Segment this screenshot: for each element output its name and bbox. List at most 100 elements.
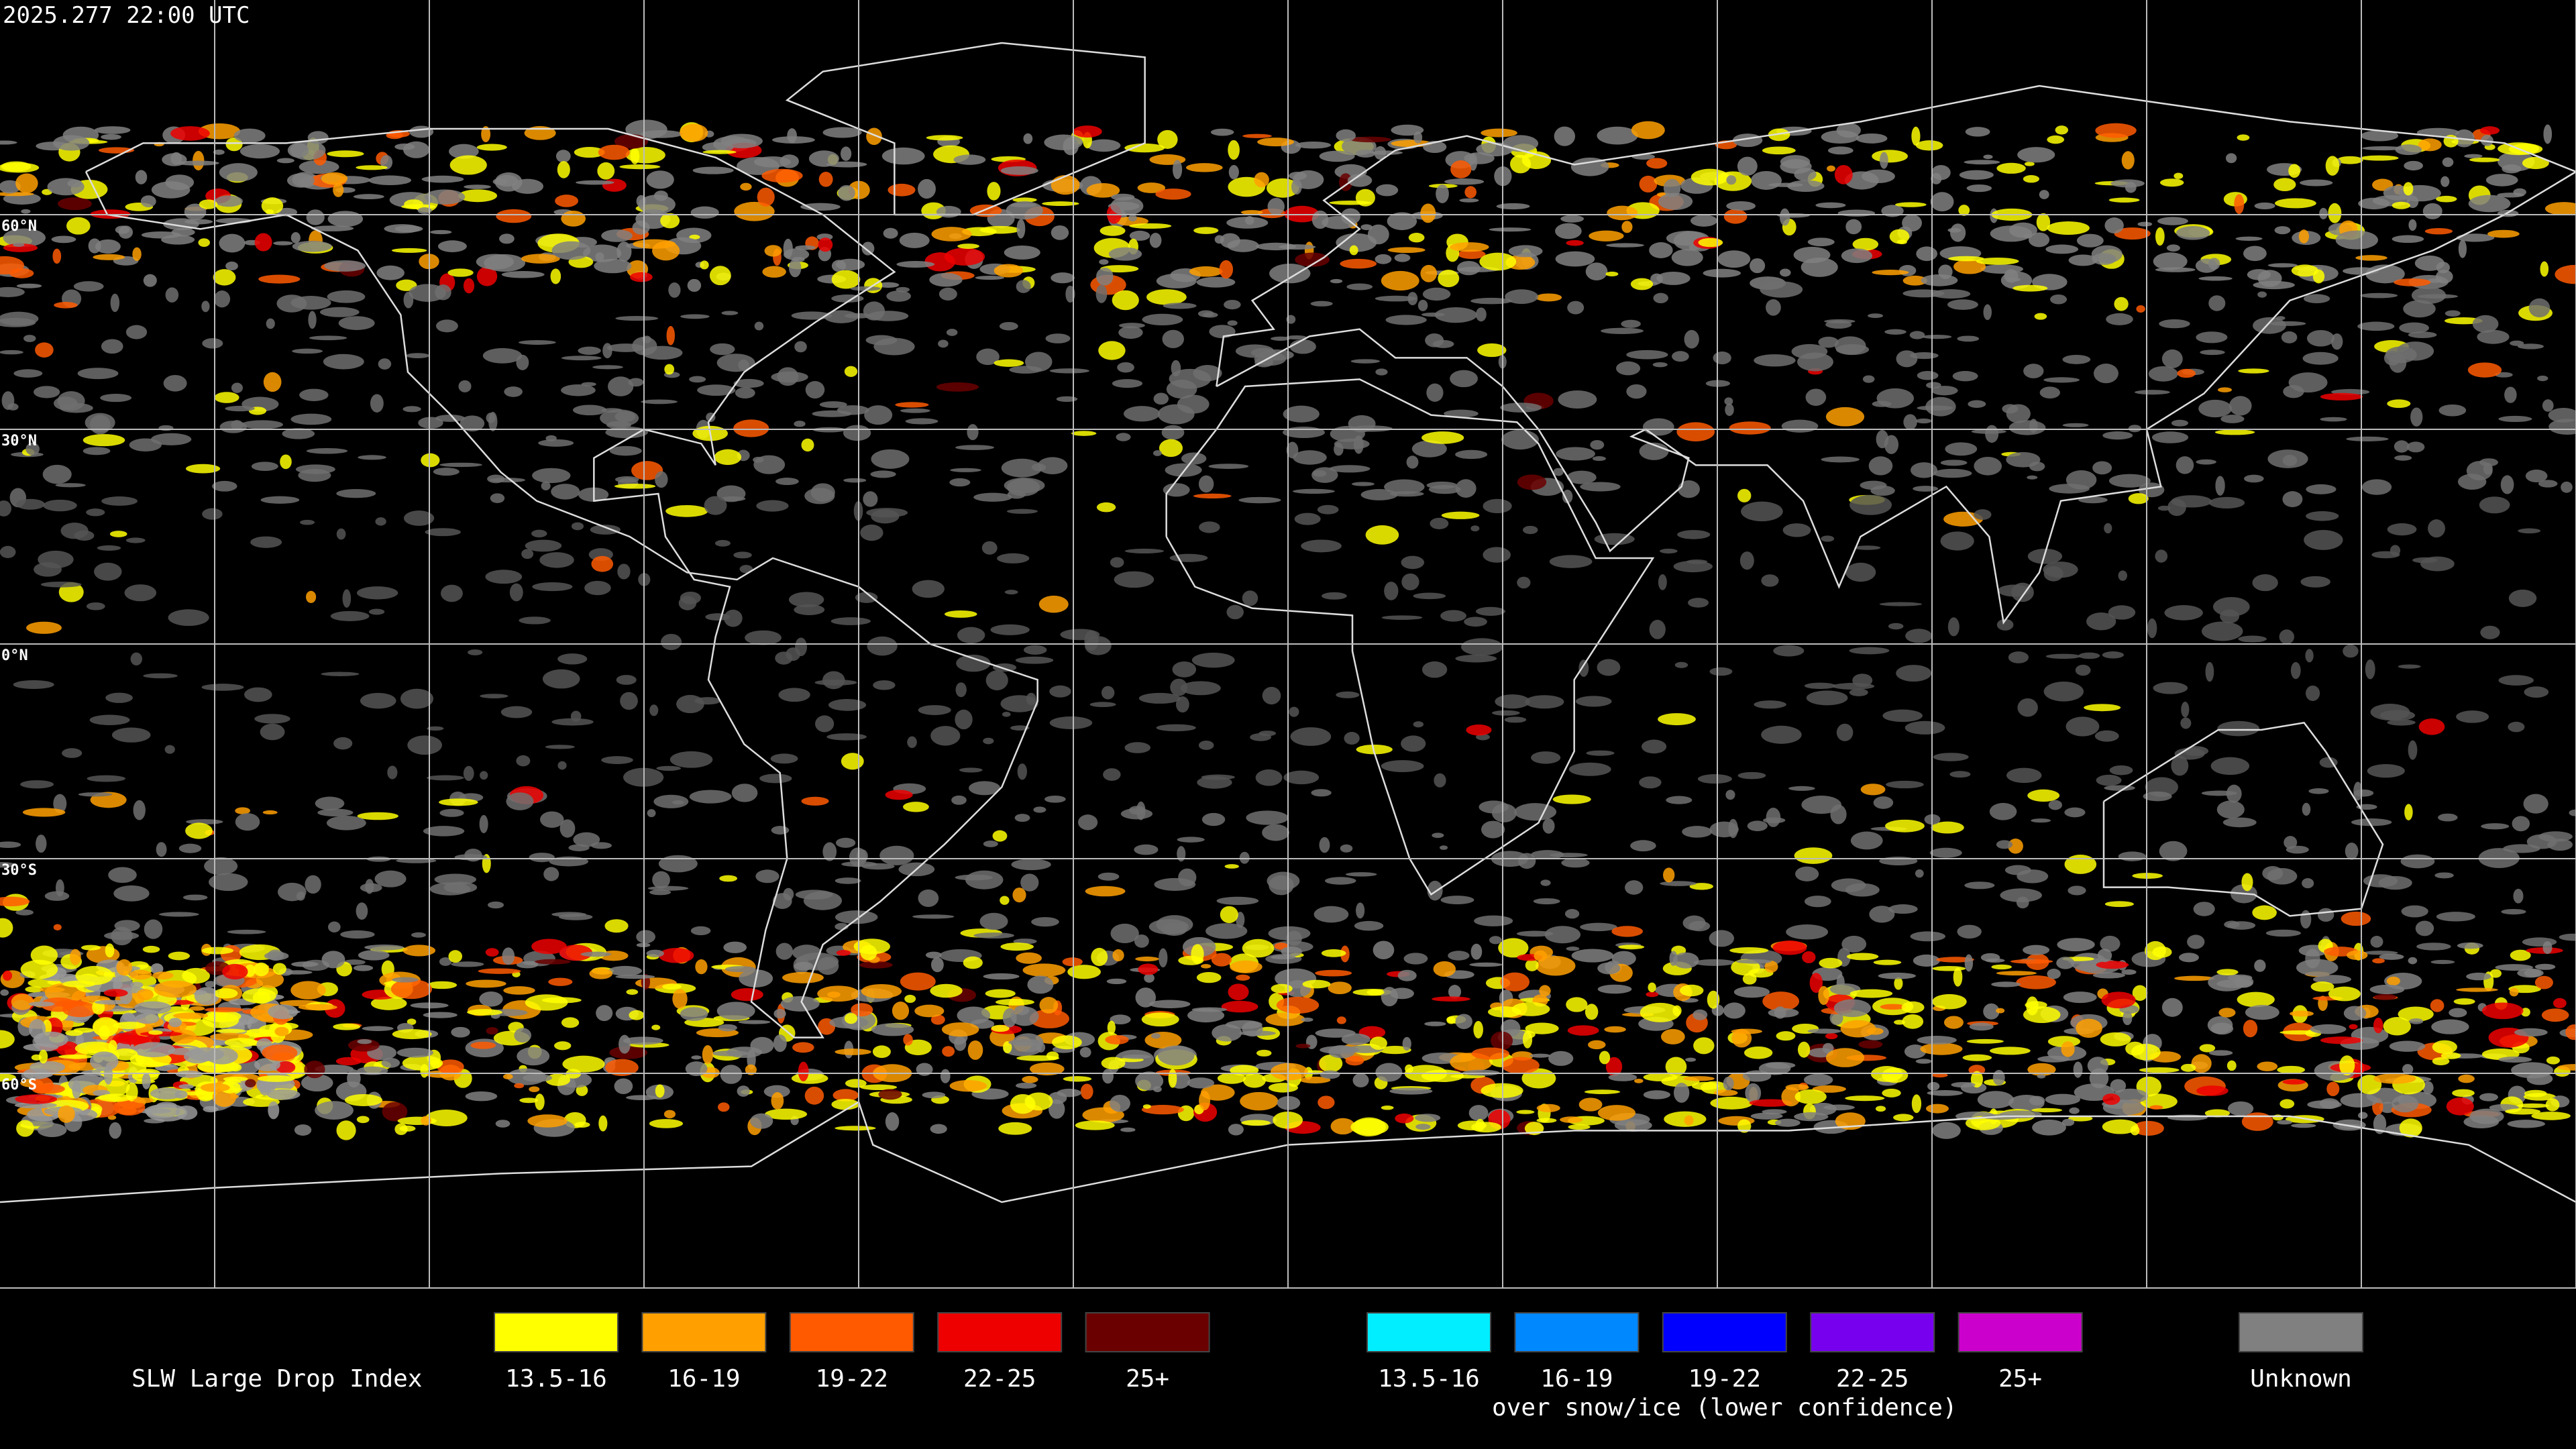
cloud-patch bbox=[134, 1001, 172, 1014]
cloud-patch bbox=[1663, 178, 1681, 198]
cloud-patch bbox=[973, 932, 1014, 939]
cloud-patch bbox=[2045, 244, 2079, 254]
cloud-patch bbox=[2353, 789, 2374, 797]
cloud-patch bbox=[1455, 1014, 1472, 1030]
cloud-patch bbox=[2195, 258, 2218, 273]
cloud-patch bbox=[2252, 574, 2278, 592]
cloud-patch bbox=[1230, 960, 1263, 973]
cloud-patch bbox=[1585, 262, 1608, 281]
cloud-patch bbox=[1336, 691, 1360, 698]
cloud-patch bbox=[176, 160, 219, 166]
cloud-patch bbox=[2181, 701, 2190, 718]
cloud-patch bbox=[2290, 1010, 2314, 1017]
cloud-patch bbox=[1589, 230, 1624, 241]
latitude-label: 0°N bbox=[1, 647, 28, 664]
cloud-patch bbox=[3, 228, 46, 248]
cloud-patch bbox=[2392, 201, 2410, 209]
cloud-patch bbox=[439, 808, 464, 817]
cloud-patch bbox=[2092, 461, 2112, 475]
cloud-patch bbox=[429, 882, 471, 896]
cloud-patch bbox=[1940, 531, 1974, 551]
cloud-patch bbox=[1319, 1055, 1343, 1073]
cloud-patch bbox=[2243, 246, 2267, 262]
cloud-patch bbox=[1491, 1031, 1513, 1051]
cloud-patch bbox=[2328, 203, 2342, 223]
legend-swatch bbox=[1810, 1312, 1935, 1352]
cloud-patch bbox=[1110, 197, 1144, 216]
cloud-patch bbox=[256, 1079, 276, 1093]
cloud-patch bbox=[1135, 1071, 1164, 1091]
coastline bbox=[1165, 378, 1655, 896]
cloud-patch bbox=[375, 517, 386, 526]
cloud-patch bbox=[591, 555, 614, 572]
cloud-patch bbox=[1845, 1095, 1885, 1102]
cloud-patch bbox=[1685, 1057, 1697, 1062]
cloud-patch bbox=[1413, 131, 1423, 144]
cloud-patch bbox=[2378, 875, 2412, 890]
cloud-patch bbox=[1449, 242, 1489, 252]
cloud-patch bbox=[2234, 194, 2245, 215]
cloud-patch bbox=[2517, 343, 2544, 350]
cloud-patch bbox=[940, 1069, 951, 1083]
cloud-patch bbox=[1646, 991, 1659, 998]
cloud-patch bbox=[1384, 479, 1425, 494]
cloud-patch bbox=[1834, 164, 1853, 184]
cloud-patch bbox=[1020, 873, 1039, 892]
cloud-patch bbox=[1389, 1087, 1433, 1095]
cloud-patch bbox=[2512, 816, 2530, 832]
cloud-patch bbox=[2226, 1060, 2237, 1071]
cloud-patch bbox=[112, 1048, 138, 1061]
cloud-patch bbox=[531, 529, 547, 538]
cloud-patch bbox=[2480, 625, 2500, 639]
cloud-patch bbox=[557, 653, 588, 665]
cloud-patch bbox=[1175, 696, 1189, 713]
cloud-patch bbox=[2017, 869, 2049, 883]
cloud-patch bbox=[905, 418, 938, 425]
cloud-patch bbox=[1930, 192, 1954, 212]
cloud-patch bbox=[1177, 846, 1186, 862]
cloud-patch bbox=[1228, 983, 1249, 1001]
cloud-patch bbox=[44, 891, 70, 901]
cloud-patch bbox=[721, 311, 739, 315]
cloud-patch bbox=[801, 796, 829, 806]
cloud-patch bbox=[983, 737, 994, 745]
cloud-patch bbox=[94, 1000, 128, 1005]
cloud-patch bbox=[2477, 329, 2510, 344]
cloud-patch bbox=[2220, 609, 2240, 624]
cloud-patch bbox=[2237, 134, 2250, 141]
cloud-patch bbox=[1075, 1120, 1115, 1130]
cloud-patch bbox=[1496, 203, 1530, 210]
cloud-patch bbox=[2151, 431, 2189, 443]
cloud-patch bbox=[938, 339, 949, 348]
cloud-patch bbox=[2121, 969, 2137, 975]
cloud-patch bbox=[2398, 664, 2421, 669]
cloud-patch bbox=[778, 688, 810, 702]
cloud-patch bbox=[1953, 967, 1963, 987]
cloud-patch bbox=[2045, 653, 2082, 659]
cloud-patch bbox=[1642, 418, 1674, 436]
cloud-patch bbox=[1014, 814, 1030, 822]
cloud-patch bbox=[717, 1102, 730, 1112]
cloud-patch bbox=[2027, 789, 2060, 802]
cloud-patch bbox=[780, 996, 820, 1012]
cloud-patch bbox=[873, 680, 896, 690]
cloud-patch bbox=[2319, 207, 2328, 219]
cloud-patch bbox=[1968, 1065, 1986, 1075]
cloud-patch bbox=[2128, 425, 2142, 433]
cloud-patch bbox=[2209, 496, 2245, 509]
cloud-patch bbox=[1001, 458, 1042, 478]
cloud-patch bbox=[1330, 278, 1343, 284]
cloud-patch bbox=[2358, 1112, 2368, 1119]
cloud-patch bbox=[1879, 857, 1918, 865]
cloud-patch bbox=[1913, 486, 1939, 492]
cloud-patch bbox=[1240, 210, 1263, 215]
cloud-patch bbox=[1476, 142, 1513, 157]
cloud-patch bbox=[2370, 704, 2410, 720]
cloud-patch bbox=[1764, 961, 1778, 973]
cloud-patch bbox=[521, 254, 560, 264]
cloud-patch bbox=[861, 983, 902, 999]
cloud-patch bbox=[1737, 156, 1758, 176]
cloud-patch bbox=[1815, 202, 1846, 209]
cloud-patch bbox=[1427, 880, 1443, 901]
cloud-patch bbox=[737, 1085, 750, 1097]
